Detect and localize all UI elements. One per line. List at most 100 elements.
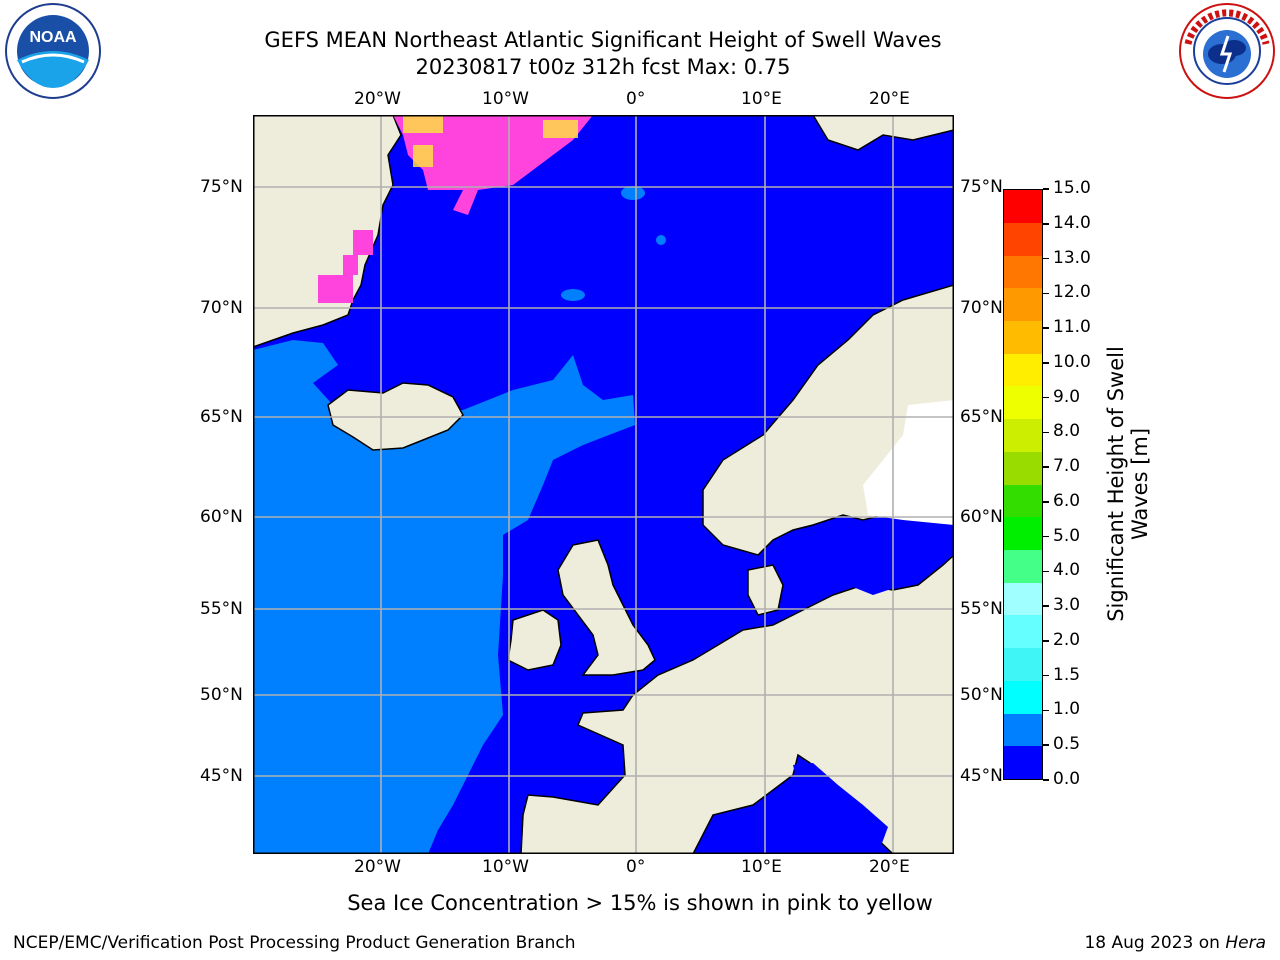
lon-label-top: 20°W xyxy=(354,89,401,109)
lat-label-left: 60°N xyxy=(200,507,243,527)
colorbar-tick-label: 12.0 xyxy=(1053,282,1091,303)
lat-label-left: 45°N xyxy=(200,766,243,786)
colorbar-tick-mark xyxy=(1043,362,1049,364)
footer-date-text: 18 Aug 2023 on xyxy=(1084,933,1226,953)
land-ireland xyxy=(507,609,562,671)
lat-label-left: 55°N xyxy=(200,599,243,619)
colorbar-tick-mark xyxy=(1043,327,1049,329)
colorbar-segment xyxy=(1004,190,1042,223)
colorbar-tick-label: 10.0 xyxy=(1053,351,1091,372)
colorbar-segment xyxy=(1004,549,1042,583)
noaa-logo-text: NOAA xyxy=(29,29,77,46)
colorbar-tick-mark xyxy=(1043,605,1049,607)
colorbar-tick-label: 4.0 xyxy=(1053,560,1081,581)
sea-ice-note: Sea Ice Concentration > 15% is shown in … xyxy=(347,891,933,915)
ocean-patch xyxy=(561,289,585,301)
map-panel xyxy=(252,114,955,855)
colorbar-segment xyxy=(1004,484,1042,518)
colorbar-tick-mark xyxy=(1043,501,1049,503)
lon-label-top: 0° xyxy=(626,89,646,109)
lat-label-right: 60°N xyxy=(960,507,1003,527)
footer-host: Hera xyxy=(1225,933,1266,953)
colorbar-segment xyxy=(1004,680,1042,714)
lon-label-top: 20°E xyxy=(869,89,910,109)
colorbar-tick-mark xyxy=(1043,431,1049,434)
colorbar-segment xyxy=(1004,320,1042,354)
baltic-sea xyxy=(848,535,913,595)
lat-label-right: 45°N xyxy=(960,766,1003,786)
colorbar-tick-label: 3.0 xyxy=(1053,595,1081,616)
land-greenland xyxy=(252,114,402,349)
colorbar-segment xyxy=(1004,615,1042,649)
colorbar-tick-label: 8.0 xyxy=(1053,421,1081,442)
lon-label-top: 10°E xyxy=(741,89,782,109)
map-svg xyxy=(252,114,955,855)
colorbar-segment xyxy=(1004,419,1042,452)
lat-label-right: 75°N xyxy=(960,177,1003,197)
colorbar-segment xyxy=(1004,288,1042,321)
colorbar-tick-label: 11.0 xyxy=(1053,317,1091,338)
colorbar-tick-label: 1.5 xyxy=(1053,664,1081,685)
lon-label-bottom: 10°W xyxy=(482,857,529,877)
land-italy xyxy=(793,763,888,854)
lat-label-left: 75°N xyxy=(200,177,243,197)
colorbar-tick-label: 1.0 xyxy=(1053,699,1081,720)
chart-title: GEFS MEAN Northeast Atlantic Significant… xyxy=(264,28,942,52)
colorbar-tick-mark xyxy=(1043,640,1049,642)
lat-label-left: 70°N xyxy=(200,298,243,318)
lat-label-right: 50°N xyxy=(960,685,1003,705)
colorbar-tick-mark xyxy=(1043,292,1049,295)
sea-ice xyxy=(318,115,593,303)
colorbar-segment xyxy=(1004,451,1042,485)
footer-date: 18 Aug 2023 on Hera xyxy=(1084,933,1266,953)
colorbar-tick-mark xyxy=(1043,466,1049,468)
nws-logo xyxy=(1178,2,1276,100)
lon-label-bottom: 10°E xyxy=(741,857,782,877)
colorbar-segment xyxy=(1004,582,1042,616)
colorbar-tick-label: 0.5 xyxy=(1053,734,1081,755)
colorbar-tick-mark xyxy=(1043,570,1049,573)
colorbar-tick-mark xyxy=(1043,674,1049,677)
ocean-patch xyxy=(656,235,666,245)
colorbar-label-line2: Waves [m] xyxy=(1128,427,1152,541)
colorbar-tick-label: 0.0 xyxy=(1053,769,1081,789)
colorbar-tick-label: 9.0 xyxy=(1053,386,1081,407)
colorbar-tick-label: 15.0 xyxy=(1053,178,1091,198)
colorbar-segment xyxy=(1004,517,1042,550)
gulf-of-bothnia xyxy=(863,400,954,525)
lon-label-bottom: 20°E xyxy=(869,857,910,877)
colorbar-tick-mark xyxy=(1043,709,1049,712)
colorbar-tick-label: 5.0 xyxy=(1053,525,1081,546)
colorbar-tick-mark xyxy=(1043,257,1049,260)
lon-label-bottom: 0° xyxy=(626,857,646,877)
colorbar-tick-label: 7.0 xyxy=(1053,456,1081,477)
lat-label-right: 65°N xyxy=(960,407,1003,427)
colorbar-segment xyxy=(1004,648,1042,681)
ocean-swell-region xyxy=(253,340,635,854)
colorbar-tick-label: 2.0 xyxy=(1053,629,1081,650)
colorbar-segment xyxy=(1004,746,1042,779)
colorbar-tick-mark xyxy=(1043,188,1049,190)
colorbar-tick-label: 14.0 xyxy=(1053,212,1091,233)
lon-label-top: 10°W xyxy=(482,89,529,109)
sea-ice-yellow xyxy=(403,115,578,167)
colorbar-segment xyxy=(1004,255,1042,289)
colorbar xyxy=(1003,189,1043,780)
colorbar-segment xyxy=(1004,353,1042,387)
colorbar-segment xyxy=(1004,386,1042,420)
lat-label-left: 65°N xyxy=(200,407,243,427)
lon-label-bottom: 20°W xyxy=(354,857,401,877)
noaa-logo: NOAA xyxy=(4,2,102,100)
land-europe xyxy=(520,553,955,855)
colorbar-tick-mark xyxy=(1043,396,1049,399)
colorbar-tick-label: 6.0 xyxy=(1053,490,1081,511)
lat-label-right: 55°N xyxy=(960,599,1003,619)
chart-subtitle: 20230817 t00z 312h fcst Max: 0.75 xyxy=(415,55,791,79)
colorbar-tick-label: 13.0 xyxy=(1053,247,1091,268)
colorbar-label-line1: Significant Height of Swell xyxy=(1104,346,1128,622)
colorbar-tick-mark xyxy=(1043,535,1049,538)
colorbar-segment xyxy=(1004,222,1042,256)
lat-label-left: 50°N xyxy=(200,685,243,705)
ocean-patch xyxy=(621,186,645,200)
colorbar-tick-mark xyxy=(1043,223,1049,225)
